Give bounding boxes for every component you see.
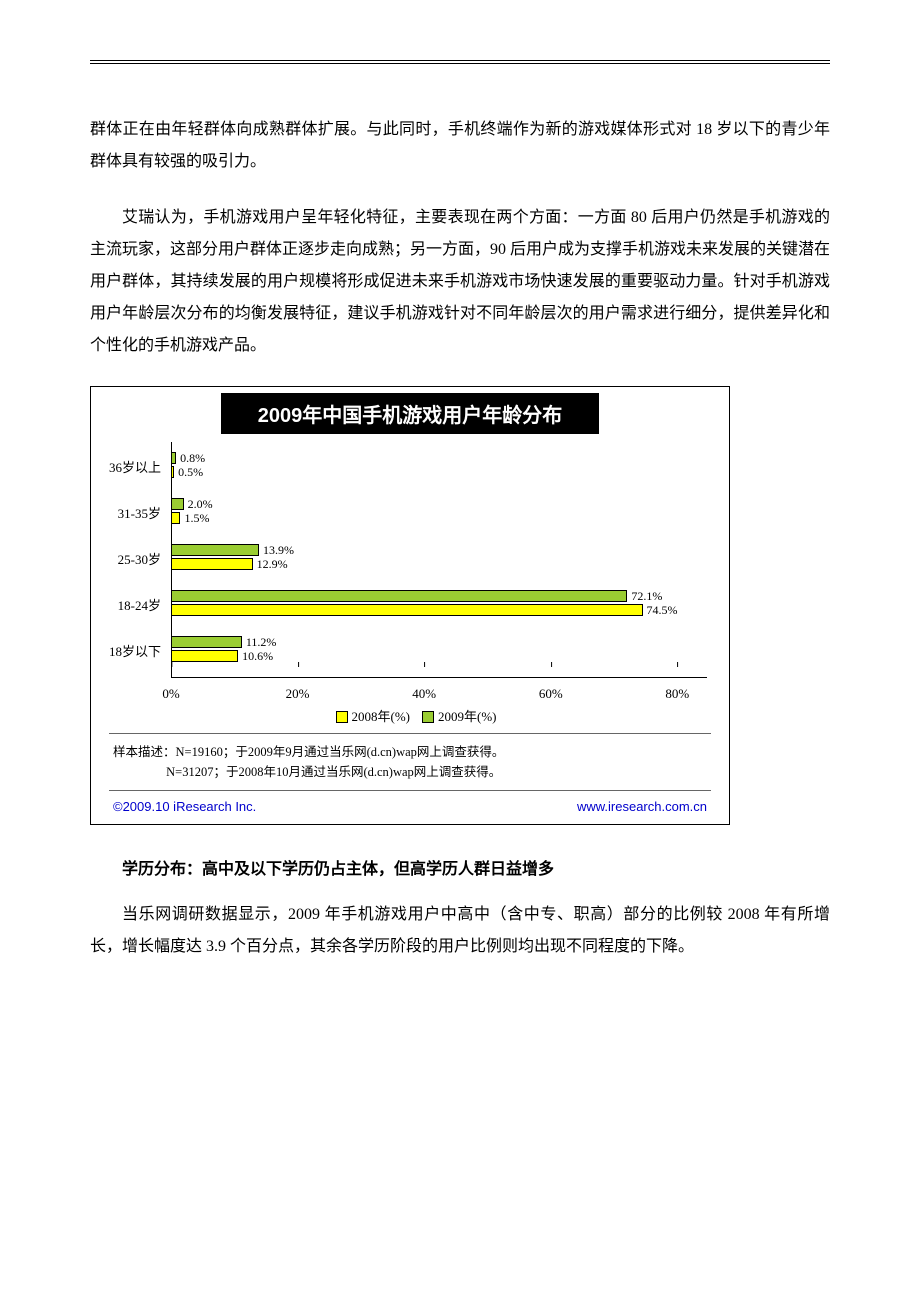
bar-value-label: 13.9% <box>263 543 294 558</box>
bar-value-label: 10.6% <box>242 649 273 664</box>
y-category-label: 31-35岁 <box>101 503 161 522</box>
paragraph-2: 艾瑞认为，手机游戏用户呈年轻化特征，主要表现在两个方面：一方面 80 后用户仍然… <box>90 202 830 362</box>
bar <box>171 650 238 662</box>
y-category-label: 36岁以上 <box>101 457 161 476</box>
section-subhead: 学历分布：高中及以下学历仍占主体，但高学历人群日益增多 <box>90 855 830 879</box>
age-distribution-chart: 2009年中国手机游戏用户年龄分布 0% 20% 40% 60% 80% 36岁以上 0.8… <box>90 386 730 825</box>
bar <box>171 636 242 648</box>
bar-value-label: 1.5% <box>184 511 209 526</box>
y-category-label: 18-24岁 <box>101 595 161 614</box>
notes-prefix: 样本描述： <box>113 745 176 759</box>
bar-value-label: 0.5% <box>178 465 203 480</box>
paragraph-3: 当乐网调研数据显示，2009 年手机游戏用户中高中（含中专、职高）部分的比例较 … <box>90 899 830 963</box>
y-category-label: 25-30岁 <box>101 549 161 568</box>
y-category-label: 18岁以下 <box>101 641 161 660</box>
notes-line-1: N=19160；于2009年9月通过当乐网(d.cn)wap网上调查获得。 <box>176 745 505 759</box>
bar <box>171 466 174 478</box>
bar-value-label: 2.0% <box>188 497 213 512</box>
chart-legend: 2008年(%) 2009年(%) <box>91 702 729 733</box>
x-tick: 60% <box>539 686 563 702</box>
bar-value-label: 74.5% <box>647 603 678 618</box>
bar <box>171 558 253 570</box>
chart-sample-notes: 样本描述：N=19160；于2009年9月通过当乐网(d.cn)wap网上调查获… <box>109 733 711 791</box>
legend-swatch <box>336 711 348 723</box>
bar <box>171 604 643 616</box>
x-tick: 0% <box>162 686 179 702</box>
notes-line-2: N=31207；于2008年10月通过当乐网(d.cn)wap网上调查获得。 <box>166 765 501 779</box>
page-top-rule <box>90 60 830 64</box>
x-tick: 80% <box>665 686 689 702</box>
chart-footer: ©2009.10 iResearch Inc. www.iresearch.co… <box>109 791 711 824</box>
bar-value-label: 12.9% <box>257 557 288 572</box>
legend-label: 2009年(%) <box>438 709 497 724</box>
bar <box>171 512 180 524</box>
chart-title: 2009年中国手机游戏用户年龄分布 <box>221 393 599 434</box>
x-tick: 40% <box>412 686 436 702</box>
bar <box>171 590 627 602</box>
chart-copyright: ©2009.10 iResearch Inc. <box>113 799 256 814</box>
bar <box>171 498 184 510</box>
bar-value-label: 72.1% <box>631 589 662 604</box>
chart-plot-area: 0%20%40%60%80%36岁以上0.8%0.5%31-35岁2.0%1.5… <box>171 442 707 702</box>
legend-swatch <box>422 711 434 723</box>
bar-value-label: 0.8% <box>180 451 205 466</box>
paragraph-1: 群体正在由年轻群体向成熟群体扩展。与此同时，手机终端作为新的游戏媒体形式对 18… <box>90 114 830 178</box>
bar <box>171 544 259 556</box>
bar-value-label: 11.2% <box>246 635 277 650</box>
legend-label: 2008年(%) <box>352 709 411 724</box>
x-tick: 20% <box>286 686 310 702</box>
x-axis <box>171 677 707 678</box>
bar <box>171 452 176 464</box>
chart-source-url: www.iresearch.com.cn <box>577 799 707 814</box>
